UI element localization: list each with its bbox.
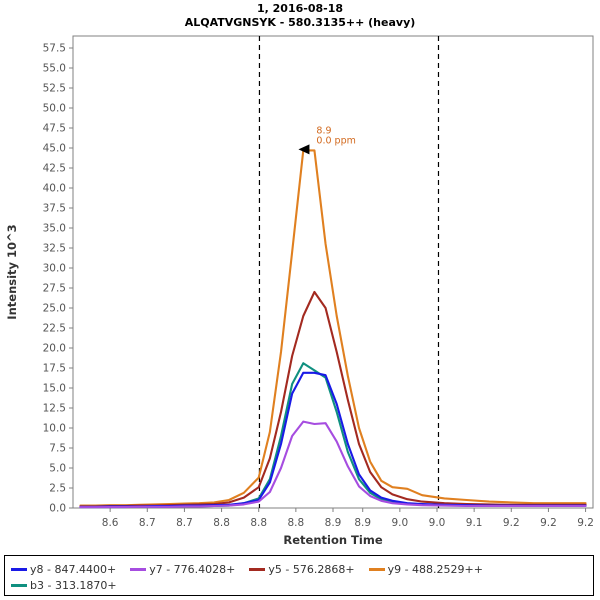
legend: y8 - 847.4400+ y7 - 776.4028+ y5 - 576.286… <box>4 555 594 596</box>
x-axis-tick-label: 9.0 <box>392 517 409 529</box>
legend-label: y8 - 847.4400+ <box>30 562 117 576</box>
x-axis-tick-label: 9.2 <box>503 517 520 529</box>
y-axis-tick-label: 30.0 <box>43 263 66 275</box>
x-axis-tick-label: 8.8 <box>288 517 305 529</box>
x-axis-tick-label: 9.2 <box>540 517 557 529</box>
x-axis-title: Retention Time <box>283 533 382 547</box>
y-axis-tick-label: 20.0 <box>43 343 66 355</box>
y-axis-tick-label: 42.5 <box>43 163 66 175</box>
legend-color-swatch <box>249 567 266 571</box>
y-axis-tick-label: 5.0 <box>49 463 66 475</box>
y-axis-tick-label: 27.5 <box>43 283 66 295</box>
y-axis-title: Intensity 10^3 <box>5 224 19 319</box>
y-axis-tick-label: 12.5 <box>43 403 66 415</box>
x-axis-tick-label: 8.7 <box>139 517 156 529</box>
legend-label: y9 - 488.2529++ <box>387 562 483 576</box>
y-axis-tick-label: 40.0 <box>43 183 66 195</box>
y-axis-tick-label: 37.5 <box>43 203 66 215</box>
y-axis-tick-label: 35.0 <box>43 223 66 235</box>
x-axis-tick-label: 8.8 <box>213 517 230 529</box>
legend-color-swatch <box>11 567 27 571</box>
legend-color-swatch <box>11 583 27 587</box>
title-line-1: 1, 2016-08-18 <box>256 2 344 15</box>
y-axis-tick-label: 7.5 <box>49 443 66 455</box>
annotation-rt-label: 8.9 <box>316 125 331 136</box>
legend-color-swatch <box>368 567 385 571</box>
x-axis-tick-label: 8.9 <box>354 517 371 529</box>
legend-item[interactable]: b3 - 313.1870+ <box>11 577 117 593</box>
legend-row-primary: y8 - 847.4400+ y7 - 776.4028+ y5 - 576.286… <box>11 561 587 577</box>
y-axis-tick-label: 45.0 <box>43 143 66 155</box>
title-line-2: ALQATVGNSYK - 580.3135++ (heavy) <box>184 16 416 29</box>
y-axis-tick-label: 47.5 <box>43 123 66 135</box>
y-axis-tick-label: 32.5 <box>43 243 66 255</box>
chromatogram-plot[interactable]: 0.0 2.5 5.0 7.5 10.0 12.5 15.0 17.5 20.0 22.5 25.0… <box>0 0 600 555</box>
legend-row-secondary: b3 - 313.1870+ <box>11 577 587 593</box>
series-line[interactable] <box>79 371 587 508</box>
y-axis-tick-label: 17.5 <box>43 363 66 375</box>
y-axis-tick-label: 22.5 <box>43 323 66 335</box>
x-axis-tick-label: 8.8 <box>250 517 267 529</box>
series-line[interactable] <box>79 149 587 507</box>
x-axis-tick-label: 9.0 <box>429 517 446 529</box>
y-axis-tick-label: 50.0 <box>43 103 66 115</box>
x-axis-tick-label: 8.6 <box>102 517 119 529</box>
y-axis-tick-label: 25.0 <box>43 303 66 315</box>
annotation-ppm-label: 0.0 ppm <box>316 135 355 146</box>
legend-item[interactable]: y7 - 776.4028+ <box>130 561 235 577</box>
legend-item[interactable]: y9 - 488.2529++ <box>368 561 483 577</box>
x-axis-tick-label: 9.1 <box>466 517 483 529</box>
x-axis-tick-label: 9.2 <box>577 517 594 529</box>
y-axis-tick-label: 2.5 <box>49 483 66 495</box>
y-axis-tick-label: 15.0 <box>43 383 66 395</box>
left-triangle-marker[interactable] <box>298 144 310 155</box>
y-axis-tick-label: 0.0 <box>49 503 66 515</box>
y-axis-tick-label: 57.5 <box>43 43 66 55</box>
chart-title-block: 1, 2016-08-18 ALQATVGNSYK - 580.3135++ (… <box>0 2 600 30</box>
legend-item[interactable]: y8 - 847.4400+ <box>11 561 116 577</box>
legend-label: y7 - 776.4028+ <box>149 562 236 576</box>
series-line[interactable] <box>79 420 587 509</box>
legend-label: y5 - 576.2868+ <box>268 562 355 576</box>
y-axis-tick-label: 55.0 <box>43 63 66 75</box>
y-axis-tick-label: 52.5 <box>43 83 66 95</box>
legend-label: b3 - 313.1870+ <box>30 578 117 592</box>
legend-color-swatch <box>130 567 147 571</box>
x-axis-tick-label: 8.9 <box>325 517 342 529</box>
legend-item[interactable]: y5 - 576.2868+ <box>249 561 355 577</box>
y-axis-tick-label: 10.0 <box>43 423 66 435</box>
x-axis-tick-label: 8.7 <box>176 517 193 529</box>
